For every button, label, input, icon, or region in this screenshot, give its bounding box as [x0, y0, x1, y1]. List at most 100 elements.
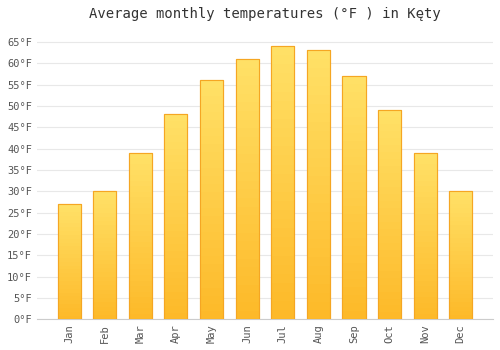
Bar: [236, 276, 258, 285]
Bar: [93, 311, 116, 315]
Bar: [236, 250, 258, 259]
Bar: [342, 287, 365, 295]
Bar: [414, 186, 436, 192]
Bar: [236, 181, 258, 189]
Bar: [164, 128, 188, 135]
Bar: [200, 152, 223, 160]
Bar: [414, 297, 436, 303]
Bar: [271, 301, 294, 310]
Bar: [307, 284, 330, 293]
Bar: [93, 204, 116, 208]
Bar: [271, 101, 294, 110]
Bar: [378, 236, 401, 243]
Bar: [58, 208, 80, 212]
Bar: [378, 208, 401, 215]
Bar: [58, 239, 80, 243]
Bar: [307, 230, 330, 239]
Bar: [93, 191, 116, 196]
Bar: [449, 221, 472, 225]
Bar: [93, 230, 116, 234]
Bar: [164, 210, 188, 217]
Bar: [414, 270, 436, 275]
Bar: [164, 224, 188, 231]
Bar: [93, 243, 116, 247]
Bar: [342, 182, 365, 190]
Bar: [58, 212, 80, 216]
Bar: [164, 272, 188, 279]
Bar: [164, 258, 188, 265]
Bar: [164, 142, 188, 149]
Bar: [58, 281, 80, 285]
Bar: [342, 92, 365, 100]
Bar: [449, 243, 472, 247]
Bar: [449, 191, 472, 320]
Bar: [378, 257, 401, 264]
Bar: [378, 159, 401, 166]
Bar: [414, 153, 436, 159]
Bar: [200, 136, 223, 144]
Bar: [236, 68, 258, 76]
Bar: [271, 55, 294, 64]
Bar: [164, 265, 188, 272]
Bar: [342, 246, 365, 254]
Bar: [236, 215, 258, 224]
Bar: [378, 313, 401, 320]
Bar: [236, 154, 258, 163]
Bar: [236, 163, 258, 172]
Bar: [200, 80, 223, 320]
Bar: [164, 190, 188, 196]
Bar: [307, 158, 330, 167]
Bar: [342, 271, 365, 279]
Bar: [449, 191, 472, 320]
Bar: [164, 279, 188, 285]
Bar: [271, 155, 294, 164]
Bar: [414, 231, 436, 236]
Bar: [378, 271, 401, 278]
Bar: [449, 213, 472, 217]
Bar: [200, 160, 223, 168]
Bar: [414, 169, 436, 175]
Bar: [236, 311, 258, 320]
Bar: [342, 222, 365, 230]
Bar: [414, 159, 436, 164]
Bar: [200, 208, 223, 216]
Bar: [342, 262, 365, 271]
Bar: [236, 206, 258, 215]
Bar: [236, 146, 258, 154]
Bar: [449, 230, 472, 234]
Bar: [58, 258, 80, 262]
Bar: [236, 85, 258, 94]
Bar: [164, 114, 188, 320]
Bar: [378, 250, 401, 257]
Bar: [271, 146, 294, 155]
Bar: [128, 219, 152, 225]
Bar: [342, 108, 365, 117]
Bar: [449, 200, 472, 204]
Bar: [200, 272, 223, 280]
Bar: [164, 285, 188, 292]
Bar: [236, 285, 258, 293]
Bar: [200, 295, 223, 303]
Bar: [378, 194, 401, 201]
Bar: [164, 114, 188, 320]
Bar: [200, 96, 223, 104]
Bar: [236, 128, 258, 137]
Bar: [58, 223, 80, 227]
Bar: [271, 292, 294, 301]
Bar: [164, 244, 188, 251]
Bar: [128, 247, 152, 253]
Bar: [200, 128, 223, 136]
Bar: [414, 303, 436, 308]
Bar: [271, 128, 294, 137]
Bar: [449, 204, 472, 208]
Bar: [271, 110, 294, 119]
Bar: [164, 155, 188, 162]
Bar: [93, 298, 116, 302]
Bar: [307, 301, 330, 310]
Bar: [236, 94, 258, 102]
Bar: [414, 192, 436, 197]
Bar: [449, 307, 472, 311]
Bar: [236, 267, 258, 276]
Bar: [414, 214, 436, 219]
Bar: [271, 137, 294, 146]
